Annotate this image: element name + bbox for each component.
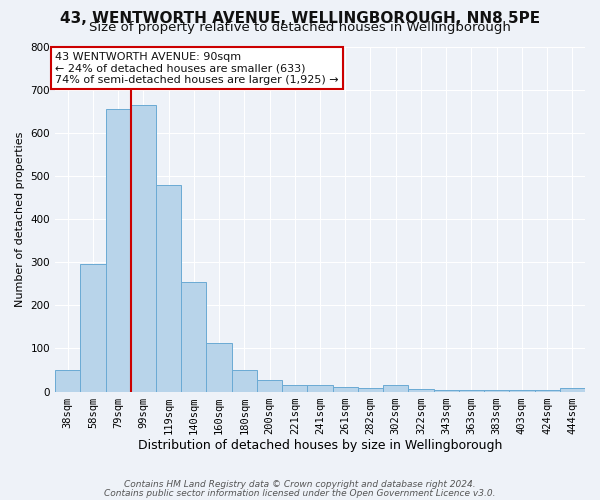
Text: 43 WENTWORTH AVENUE: 90sqm
← 24% of detached houses are smaller (633)
74% of sem: 43 WENTWORTH AVENUE: 90sqm ← 24% of deta… bbox=[55, 52, 338, 85]
Bar bbox=[535, 390, 560, 392]
Bar bbox=[206, 343, 232, 392]
Bar bbox=[131, 104, 156, 392]
Y-axis label: Number of detached properties: Number of detached properties bbox=[15, 132, 25, 306]
Text: 43, WENTWORTH AVENUE, WELLINGBOROUGH, NN8 5PE: 43, WENTWORTH AVENUE, WELLINGBOROUGH, NN… bbox=[60, 11, 540, 26]
Text: Contains HM Land Registry data © Crown copyright and database right 2024.: Contains HM Land Registry data © Crown c… bbox=[124, 480, 476, 489]
Text: Contains public sector information licensed under the Open Government Licence v3: Contains public sector information licen… bbox=[104, 488, 496, 498]
Bar bbox=[282, 385, 307, 392]
Bar bbox=[55, 370, 80, 392]
Bar bbox=[156, 184, 181, 392]
Bar bbox=[106, 109, 131, 392]
Bar bbox=[509, 390, 535, 392]
Bar bbox=[332, 388, 358, 392]
Bar bbox=[232, 370, 257, 392]
X-axis label: Distribution of detached houses by size in Wellingborough: Distribution of detached houses by size … bbox=[138, 440, 502, 452]
Bar bbox=[358, 388, 383, 392]
Bar bbox=[560, 388, 585, 392]
Bar bbox=[181, 282, 206, 392]
Bar bbox=[434, 390, 459, 392]
Bar bbox=[80, 264, 106, 392]
Bar bbox=[383, 385, 409, 392]
Text: Size of property relative to detached houses in Wellingborough: Size of property relative to detached ho… bbox=[89, 22, 511, 35]
Bar bbox=[307, 385, 332, 392]
Bar bbox=[409, 390, 434, 392]
Bar bbox=[257, 380, 282, 392]
Bar bbox=[459, 390, 484, 392]
Bar bbox=[484, 390, 509, 392]
